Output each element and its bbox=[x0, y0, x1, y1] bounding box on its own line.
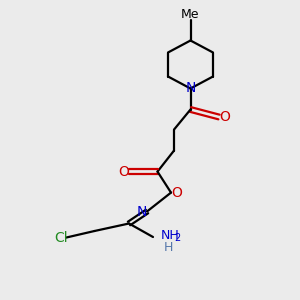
Text: O: O bbox=[219, 110, 230, 124]
Text: O: O bbox=[118, 165, 129, 178]
Text: Me: Me bbox=[181, 8, 200, 22]
Text: Cl: Cl bbox=[54, 231, 68, 244]
Text: 2: 2 bbox=[175, 232, 181, 243]
Text: NH: NH bbox=[160, 229, 179, 242]
Text: N: N bbox=[185, 82, 196, 95]
Text: O: O bbox=[171, 186, 182, 200]
Text: H: H bbox=[163, 241, 173, 254]
Text: N: N bbox=[136, 205, 147, 218]
